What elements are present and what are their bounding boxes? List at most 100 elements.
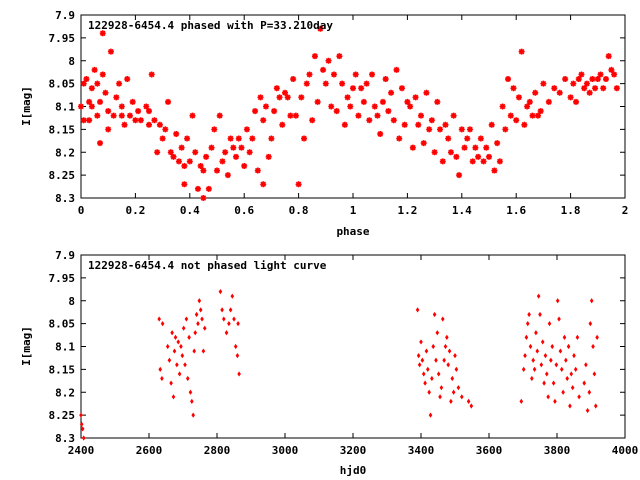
data-point: [159, 135, 166, 142]
data-point: [200, 316, 204, 322]
data-point: [360, 98, 367, 105]
data-point: [440, 316, 445, 322]
tick-labels: 2400 2600 2800 3000 3200 3400 3600 3800 4000 7.9 7…: [49, 249, 639, 457]
data-point: [605, 53, 612, 60]
data-point: [445, 334, 449, 340]
data-point: [105, 126, 112, 133]
data-point: [252, 108, 259, 115]
data-point: [525, 321, 530, 327]
data-point: [573, 98, 580, 105]
data-point: [88, 103, 95, 110]
data-point: [78, 103, 84, 110]
data-point: [132, 117, 139, 124]
data-point: [535, 348, 540, 354]
data-points: [78, 25, 620, 201]
data-point: [442, 121, 449, 128]
data-point: [118, 103, 125, 110]
data-point: [418, 112, 424, 119]
data-point: [322, 80, 329, 87]
data-point: [309, 117, 316, 124]
data-point: [593, 403, 598, 409]
data-point: [416, 353, 421, 359]
data-point: [167, 149, 174, 156]
data-point: [488, 121, 495, 128]
data-point: [530, 375, 534, 382]
data-point: [129, 98, 136, 105]
data-point: [107, 48, 114, 55]
data-point: [306, 71, 313, 78]
data-point: [534, 112, 541, 119]
data-point: [426, 126, 433, 133]
data-point: [524, 103, 531, 110]
data-point: [446, 362, 450, 368]
data-point: [526, 98, 533, 105]
y-tick-label: 8: [68, 295, 75, 308]
data-point: [192, 348, 197, 354]
data-point: [303, 80, 310, 87]
data-point: [550, 343, 555, 350]
data-point: [276, 94, 283, 101]
data-point: [540, 339, 545, 345]
data-point: [99, 30, 106, 37]
data-point: [536, 293, 541, 299]
data-point: [551, 380, 556, 386]
data-point: [390, 117, 397, 124]
data-point: [379, 98, 386, 105]
x-tick-label: 3400: [408, 444, 435, 457]
data-point: [230, 144, 237, 151]
y-tick-label: 8.25: [49, 169, 76, 182]
data-point: [431, 343, 436, 350]
data-point: [165, 98, 172, 105]
x-tick-label: 3600: [476, 444, 503, 457]
data-point: [600, 85, 607, 92]
data-point: [538, 311, 542, 318]
data-point: [385, 108, 392, 115]
data-point: [317, 25, 324, 32]
data-point: [407, 103, 414, 110]
data-point: [118, 112, 125, 119]
data-point: [165, 343, 170, 350]
x-tick-label: 2800: [204, 444, 231, 457]
data-point: [572, 353, 576, 359]
data-point: [435, 330, 440, 336]
data-point: [592, 85, 599, 92]
data-point: [292, 112, 299, 119]
data-point: [396, 135, 403, 142]
data-point: [187, 334, 191, 340]
data-point: [238, 144, 245, 151]
data-point: [216, 112, 223, 119]
x-tick-label: 0: [78, 204, 85, 217]
data-point: [486, 153, 492, 160]
data-point: [219, 158, 226, 165]
x-tick-label: 0.4: [180, 204, 200, 217]
data-point: [466, 126, 473, 133]
data-point: [265, 153, 272, 160]
data-point: [154, 149, 161, 156]
data-point: [469, 403, 474, 409]
data-point: [105, 108, 112, 115]
y-axis-label: I[mag]: [20, 326, 33, 366]
data-point: [445, 135, 452, 142]
data-point: [341, 121, 348, 128]
data-point: [160, 375, 164, 382]
data-point: [546, 394, 550, 400]
data-point: [192, 149, 199, 156]
data-point: [602, 76, 609, 83]
y-tick-label: 8.15: [49, 123, 76, 136]
data-point: [539, 362, 544, 368]
data-point: [151, 117, 158, 124]
data-point: [450, 375, 455, 382]
data-point: [235, 353, 240, 359]
data-point: [116, 80, 123, 87]
data-point: [246, 149, 253, 156]
x-tick-label: 1: [350, 204, 357, 217]
data-points: [79, 289, 599, 441]
data-point: [198, 307, 203, 313]
y-tick-label: 8.2: [55, 386, 75, 399]
data-point: [483, 144, 490, 151]
data-point: [442, 357, 446, 363]
x-tick-label: 1.2: [397, 204, 417, 217]
data-point: [279, 121, 286, 128]
data-point: [91, 66, 98, 73]
